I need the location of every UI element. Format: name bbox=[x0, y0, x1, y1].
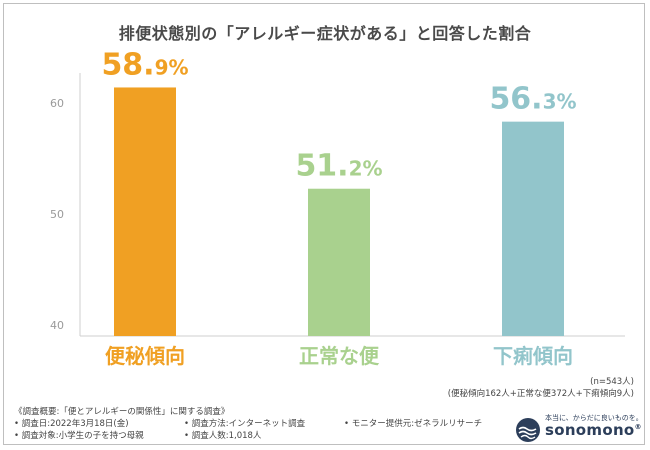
data-label: 51.2% bbox=[295, 149, 382, 184]
survey-target: • 調査対象:小学生の子を持つ母親 bbox=[14, 431, 144, 441]
category-label: 便秘傾向 bbox=[105, 344, 185, 368]
sonomono-logo: 本当に、からだに良いものを。 sonomono® bbox=[515, 413, 645, 445]
y-tick-label: 50 bbox=[50, 208, 64, 221]
bar bbox=[114, 87, 176, 336]
data-label-decimal: 3% bbox=[543, 90, 577, 114]
logo-brand-text: sonomono bbox=[545, 421, 635, 439]
wave-circle-icon bbox=[516, 418, 540, 442]
logo-tagline: 本当に、からだに良いものを。 bbox=[545, 414, 643, 422]
logo-brand: sonomono® bbox=[545, 421, 642, 439]
category-label: 下痢傾向 bbox=[493, 344, 573, 368]
sample-breakdown: (便秘傾向162人+正常な便372人+下痢傾向9人) bbox=[447, 389, 634, 399]
sample-n: (n=543人) bbox=[590, 377, 634, 387]
bar bbox=[308, 188, 370, 336]
logo-reg: ® bbox=[634, 423, 642, 431]
category-label: 正常な便 bbox=[299, 344, 380, 368]
bar bbox=[502, 121, 564, 336]
survey-method: • 調査方法:インターネット調査 bbox=[184, 419, 306, 429]
y-tick-label: 60 bbox=[50, 97, 64, 110]
data-label-main: 51. bbox=[295, 149, 348, 184]
data-label: 56.3% bbox=[489, 82, 576, 117]
data-label-decimal: 9% bbox=[155, 55, 189, 79]
survey-header: 《調査概要:「便とアレルギーの関係性」に関する調査》 bbox=[14, 407, 230, 417]
survey-date: • 調査日:2022年3月18日(金) bbox=[14, 419, 129, 429]
data-label-main: 58. bbox=[101, 47, 154, 82]
y-tick-label: 40 bbox=[50, 319, 64, 332]
data-label-main: 56. bbox=[489, 82, 542, 117]
chart-title: 排便状態別の「アレルギー症状がある」と回答した割合 bbox=[118, 24, 532, 43]
survey-notes: 《調査概要:「便とアレルギーの関係性」に関する調査》 • 調査日:2022年3月… bbox=[14, 406, 482, 442]
data-label-decimal: 2% bbox=[349, 157, 383, 181]
sample-size: (n=543人) (便秘傾向162人+正常な便372人+下痢傾向9人) bbox=[448, 376, 634, 400]
data-label: 58.9% bbox=[101, 47, 188, 82]
survey-count: • 調査人数:1,018人 bbox=[184, 431, 262, 441]
survey-provider: • モニター提供元:ゼネラルリサーチ bbox=[344, 419, 483, 429]
